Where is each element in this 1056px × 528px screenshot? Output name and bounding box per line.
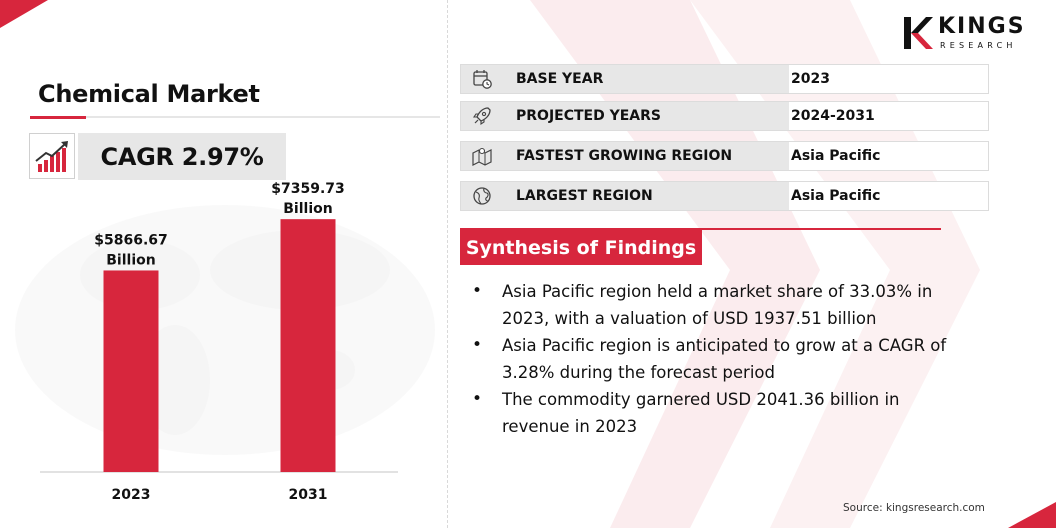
logo-wordmark: KINGS: [938, 14, 1026, 39]
info-row-projected-years: PROJECTED YEARS 2024-2031: [460, 101, 989, 131]
market-title: Chemical Market: [38, 80, 260, 108]
market-size-bar-chart: $5866.67 Billion 2023 $7359.73 Billion 2031: [15, 181, 435, 503]
findings-list: Asia Pacific region held a market share …: [472, 278, 1032, 440]
info-label: LARGEST REGION: [516, 188, 653, 204]
info-icon-cell: [461, 102, 503, 130]
corner-decoration-top-left: [0, 0, 48, 28]
cagr-value: CAGR 2.97%: [78, 133, 286, 180]
bar-2023: [103, 270, 159, 472]
info-label-cell: [503, 65, 789, 93]
finding-item: The commodity garnered USD 2041.36 billi…: [472, 386, 1032, 440]
finding-item: Asia Pacific region is anticipated to gr…: [472, 332, 1032, 386]
info-value: Asia Pacific: [791, 188, 881, 204]
bar-data-label: $5866.67: [94, 232, 168, 248]
cagr-icon-box: [29, 133, 75, 179]
panel-divider: [447, 0, 448, 528]
bar-data-label: Billion: [283, 201, 332, 217]
calendar-clock-icon: [473, 70, 492, 89]
info-label-cell: [503, 142, 789, 170]
finding-line: The commodity garnered USD 2041.36 billi…: [502, 390, 900, 409]
findings-heading: Synthesis of Findings: [460, 230, 702, 265]
info-row-fastest-growing-region: FASTEST GROWING REGION Asia Pacific: [460, 141, 989, 171]
info-value: 2023: [791, 71, 830, 87]
title-underline: [30, 116, 440, 118]
finding-line: 2023, with a valuation of USD 1937.51 bi…: [502, 309, 877, 328]
trend-up-bar-icon: [35, 141, 68, 172]
info-row-base-year: BASE YEAR 2023: [460, 64, 989, 94]
info-label: FASTEST GROWING REGION: [516, 148, 733, 164]
world-map-watermark: [15, 205, 435, 455]
bar-2031: [280, 219, 336, 472]
corner-decoration-bottom-right: [1008, 502, 1056, 528]
logo-k-mark-icon: [904, 17, 933, 49]
info-label-cell: [503, 102, 789, 130]
info-icon-cell: [461, 142, 503, 170]
region-map-icon: [472, 147, 492, 166]
globe-icon: [473, 187, 491, 205]
info-value: Asia Pacific: [791, 148, 881, 164]
title-underline-accent: [30, 116, 86, 119]
finding-line: 3.28% during the forecast period: [502, 363, 775, 382]
finding-line: Asia Pacific region held a market share …: [502, 282, 933, 301]
kings-research-logo: KINGS RESEARCH: [902, 14, 1032, 54]
finding-line: Asia Pacific region is anticipated to gr…: [502, 336, 947, 355]
finding-item: Asia Pacific region held a market share …: [472, 278, 1032, 332]
x-tick-label: 2023: [112, 487, 151, 503]
finding-line: revenue in 2023: [502, 417, 638, 436]
info-label: PROJECTED YEARS: [516, 108, 661, 124]
bar-data-label: $7359.73: [271, 181, 345, 197]
info-label-cell: [503, 182, 789, 210]
logo-subtitle: RESEARCH: [940, 41, 1017, 50]
bar-data-label: Billion: [106, 252, 155, 268]
info-icon-cell: [461, 65, 503, 93]
rocket-icon: [472, 107, 491, 126]
source-citation: Source: kingsresearch.com: [843, 502, 985, 514]
x-tick-label: 2031: [289, 487, 328, 503]
info-value: 2024-2031: [791, 108, 875, 124]
info-icon-cell: [461, 182, 503, 210]
info-row-largest-region: LARGEST REGION Asia Pacific: [460, 181, 989, 211]
info-label: BASE YEAR: [516, 71, 604, 87]
findings-rule: [460, 228, 941, 230]
